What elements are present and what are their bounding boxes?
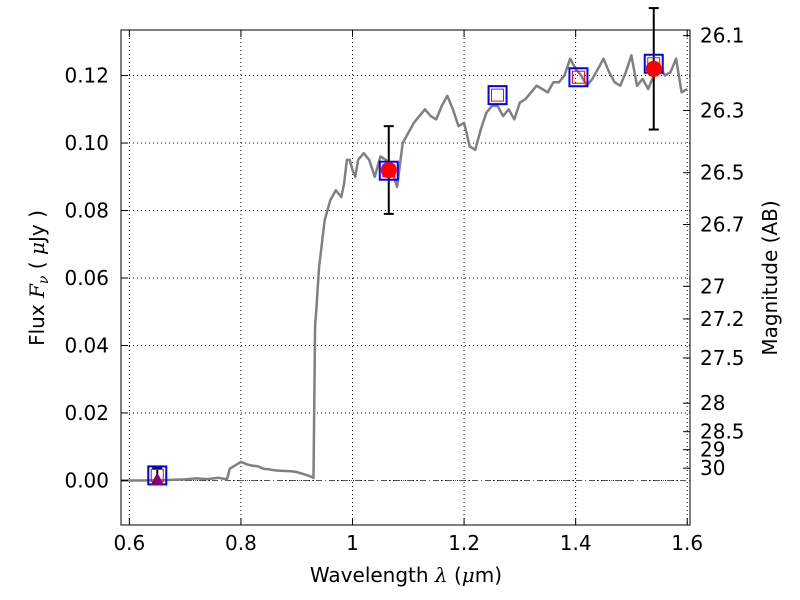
tick-labels: 0.6 0.8 1 1.2 1.4 1.6 0.00 0.02 0.04 0.06 0.08 0.10… xyxy=(64,24,744,555)
y-axis-label-mu: μ xyxy=(25,242,49,255)
x-tick-label: 1.6 xyxy=(671,531,703,555)
right-axis-label: Magnitude (AB) xyxy=(758,200,782,355)
markers xyxy=(147,53,664,486)
x-axis-label-var: λ xyxy=(434,563,448,587)
model-flux-box xyxy=(378,160,399,181)
magnitude-tick-label: 27.2 xyxy=(700,307,745,331)
y-axis-label-sub: ν xyxy=(36,275,52,284)
y-tick-label: 0.06 xyxy=(64,266,109,290)
magnitude-tick-label: 26.1 xyxy=(700,24,745,48)
spectrum-line xyxy=(121,54,688,482)
x-tick-label: 1.4 xyxy=(560,531,592,555)
x-tick-label: 1.2 xyxy=(448,531,480,555)
y-tick-label: 0.02 xyxy=(64,401,109,425)
magnitude-tick-label: 26.5 xyxy=(700,161,745,185)
y-axis-label-var: F xyxy=(25,283,49,299)
y-tick-label: 0.08 xyxy=(64,199,109,223)
y-tick-label: 0.10 xyxy=(64,131,109,155)
y-tick-label: 0.12 xyxy=(64,64,109,88)
x-axis-label-suffix: ( xyxy=(448,563,462,587)
y-axis-label: Flux Fν ( μJy ) xyxy=(25,210,52,346)
y-tick-label: 0.00 xyxy=(64,468,109,492)
y-tick-label: 0.04 xyxy=(64,333,109,357)
y-axis-label-unit: Jy ) xyxy=(25,210,49,244)
magnitude-tick-label: 27 xyxy=(700,274,725,298)
measured-flux-point xyxy=(645,60,662,77)
measured-flux-point xyxy=(380,162,397,179)
model-spectrum xyxy=(121,54,688,482)
x-tick-label: 0.6 xyxy=(113,531,145,555)
grid-lines xyxy=(121,30,690,525)
plot-frame xyxy=(120,29,691,526)
magnitude-tick-label: 28 xyxy=(700,391,725,415)
model-flux-box-inner xyxy=(491,88,505,102)
x-tick-label: 0.8 xyxy=(225,531,257,555)
magnitude-tick-label: 28.5 xyxy=(700,420,745,444)
upper-limit-marker xyxy=(150,472,165,486)
magnitude-tick-label: 29 xyxy=(700,438,725,462)
axis-ticks xyxy=(121,30,690,525)
model-flux-box xyxy=(568,67,589,88)
x-axis-label-prefix: Wavelength xyxy=(310,563,435,587)
model-flux-box-inner xyxy=(571,70,585,84)
magnitude-tick-label: 30 xyxy=(700,456,725,480)
magnitude-tick-label: 27.5 xyxy=(700,346,745,370)
x-axis-label-mu: μ xyxy=(462,563,475,587)
model-flux-box xyxy=(487,85,508,106)
x-axis-label: Wavelength λ (μm) xyxy=(310,563,502,587)
magnitude-tick-label: 26.7 xyxy=(700,212,745,236)
y-axis-label-suffix: ( xyxy=(25,255,49,276)
y-axis-label-prefix: Flux xyxy=(25,298,49,346)
x-axis-label-unit: m) xyxy=(475,563,502,587)
x-tick-label: 1 xyxy=(346,531,359,555)
magnitude-tick-label: 26.3 xyxy=(700,98,745,122)
